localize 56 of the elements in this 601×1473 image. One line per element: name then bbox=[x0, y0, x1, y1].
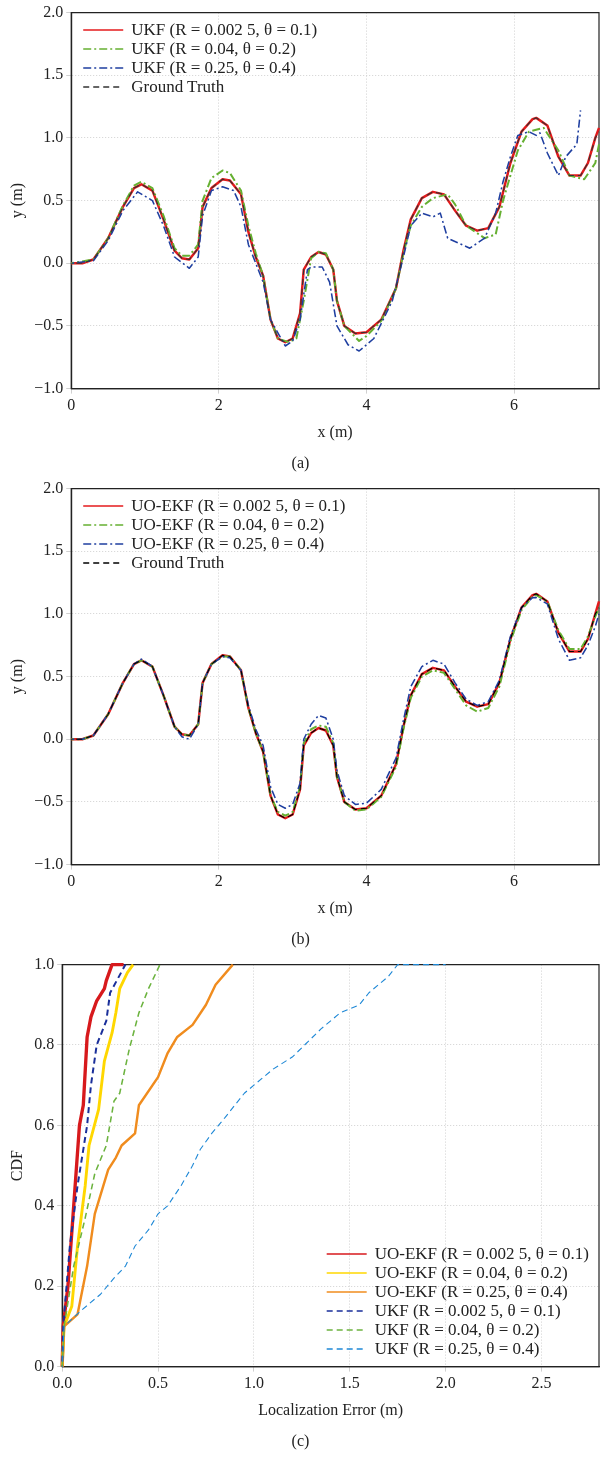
x-tick-label: 2.0 bbox=[435, 1374, 456, 1392]
legend-label: UO-EKF (R = 0.25, θ = 0.4) bbox=[131, 533, 325, 553]
x-tick-label: 2 bbox=[214, 396, 223, 414]
x-axis-title: Localization Error (m) bbox=[258, 1400, 404, 1419]
y-axis-title: y (m) bbox=[7, 659, 26, 695]
y-tick-label: 0.5 bbox=[43, 666, 64, 684]
y-tick-label: 0.0 bbox=[43, 253, 64, 271]
x-tick-label: 6 bbox=[510, 872, 519, 890]
x-tick-label: 1.0 bbox=[243, 1374, 264, 1392]
y-tick-label: 0.4 bbox=[34, 1196, 55, 1213]
legend-label: UKF (R = 0.04, θ = 0.2) bbox=[374, 1319, 540, 1339]
y-tick-label: 2.0 bbox=[43, 478, 64, 496]
y-tick-label: −1.0 bbox=[34, 378, 64, 396]
y-tick-label: 0.2 bbox=[34, 1276, 55, 1294]
legend-label: UO-EKF (R = 0.25, θ = 0.4) bbox=[374, 1281, 568, 1301]
x-tick-label: 4 bbox=[362, 396, 371, 414]
text: (c) bbox=[290, 1431, 311, 1452]
y-tick-label: 1.5 bbox=[43, 65, 64, 83]
x-tick-label: 2.5 bbox=[531, 1374, 552, 1392]
x-axis-title: x (m) bbox=[317, 422, 353, 441]
legend-label: UO-EKF (R = 0.002 5, θ = 0.1) bbox=[131, 495, 346, 515]
legend-label: UKF (R = 0.002 5, θ = 0.1) bbox=[131, 19, 318, 39]
x-tick-label: 0 bbox=[67, 872, 76, 890]
legend-label: Ground Truth bbox=[131, 76, 225, 96]
x-tick-label: 1.5 bbox=[339, 1374, 360, 1392]
y-tick-label: 0.6 bbox=[34, 1115, 55, 1133]
y-axis-title: y (m) bbox=[7, 183, 26, 219]
x-tick-label: 0 bbox=[67, 396, 76, 414]
text: (a) bbox=[290, 453, 311, 474]
y-tick-label: −0.5 bbox=[34, 316, 64, 334]
legend-label: UKF (R = 0.04, θ = 0.2) bbox=[131, 38, 296, 58]
legend-label: UKF (R = 0.25, θ = 0.4) bbox=[374, 1338, 540, 1358]
y-axis-title: CDF bbox=[7, 1149, 25, 1182]
legend-label: UO-EKF (R = 0.002 5, θ = 0.1) bbox=[374, 1243, 589, 1263]
y-tick-label: 1.0 bbox=[43, 128, 64, 146]
legend-label: UKF (R = 0.002 5, θ = 0.1) bbox=[374, 1300, 561, 1320]
y-tick-label: −0.5 bbox=[34, 792, 64, 810]
text: (b) bbox=[290, 929, 311, 950]
legend-label: UO-EKF (R = 0.04, θ = 0.2) bbox=[131, 514, 325, 534]
x-tick-label: 2 bbox=[214, 872, 223, 890]
y-tick-label: 1.5 bbox=[43, 541, 64, 559]
legend-label: UKF (R = 0.25, θ = 0.4) bbox=[131, 57, 296, 77]
y-tick-label: 0.8 bbox=[34, 1035, 55, 1053]
y-tick-label: 1.0 bbox=[43, 604, 64, 622]
y-tick-label: 0.5 bbox=[43, 190, 64, 208]
legend-label: UO-EKF (R = 0.04, θ = 0.2) bbox=[374, 1262, 568, 1282]
legend-label: Ground Truth bbox=[131, 552, 225, 572]
x-axis-title: x (m) bbox=[317, 898, 353, 917]
y-tick-label: 2.0 bbox=[43, 2, 64, 20]
y-tick-label: 0.0 bbox=[34, 1356, 55, 1374]
y-tick-label: 1.0 bbox=[34, 954, 55, 972]
x-tick-label: 6 bbox=[510, 396, 519, 414]
y-tick-label: 0.0 bbox=[43, 729, 64, 747]
x-tick-label: 4 bbox=[362, 872, 371, 890]
y-tick-label: −1.0 bbox=[34, 854, 64, 872]
x-tick-label: 0.5 bbox=[148, 1374, 169, 1392]
